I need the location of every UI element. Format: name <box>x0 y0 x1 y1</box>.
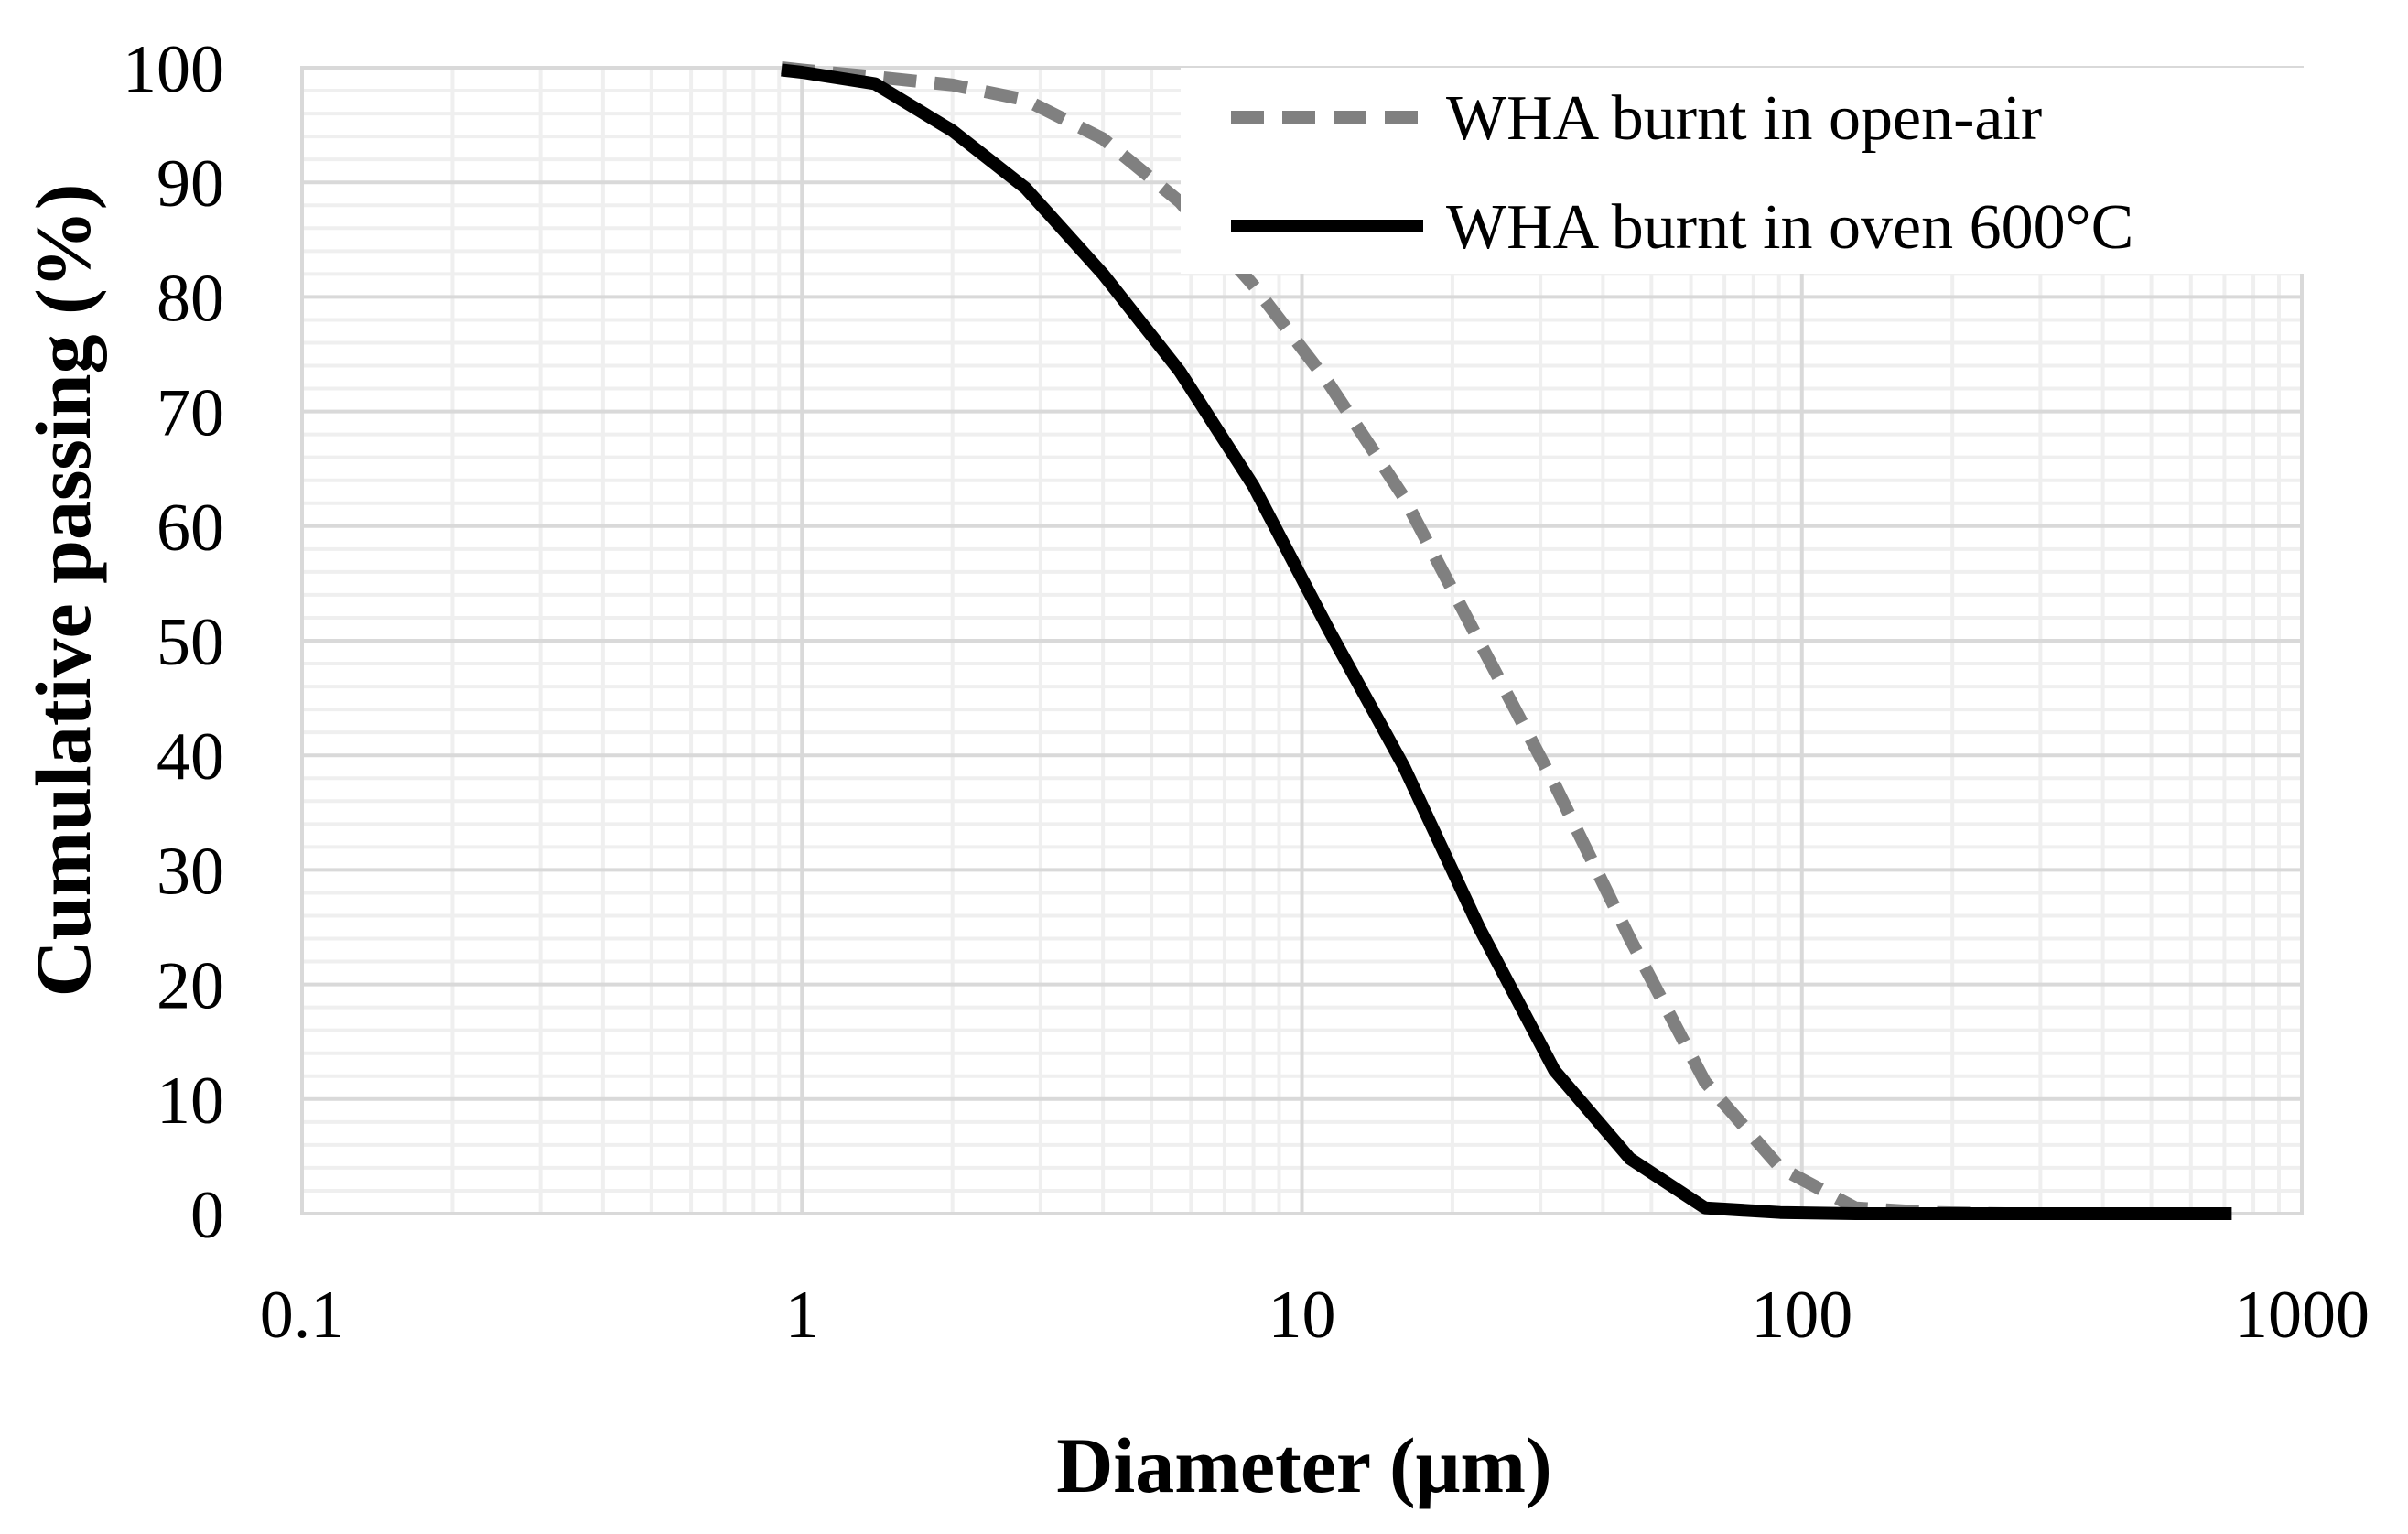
x-tick-label: 10 <box>1269 1278 1336 1353</box>
x-tick-label: 100 <box>1751 1278 1852 1353</box>
legend-label-open-air: WHA burnt in open-air <box>1446 83 2042 154</box>
major-grid <box>300 66 2304 1215</box>
legend: WHA burnt in open-air WHA burnt in oven … <box>1181 68 2305 274</box>
y-tick-label: 30 <box>157 834 224 909</box>
y-tick-label: 0 <box>190 1178 224 1253</box>
legend-label-oven: WHA burnt in oven 600°C <box>1446 192 2133 263</box>
y-axis-title: Cumulative passing (%) <box>19 184 107 998</box>
x-tick-label: 1000 <box>2234 1278 2370 1353</box>
series-layer <box>781 61 2232 1220</box>
x-tick-label: 0.1 <box>260 1278 345 1353</box>
y-tick-label: 20 <box>157 949 224 1024</box>
y-tick-label: 100 <box>123 32 224 107</box>
y-tick-label: 60 <box>157 491 224 566</box>
y-tick-label: 10 <box>157 1064 224 1139</box>
legend-box <box>1181 68 2305 274</box>
y-tick-labels: 0 10 20 30 40 50 60 70 80 90 100 <box>123 32 224 1253</box>
y-tick-label: 90 <box>157 146 224 221</box>
y-tick-label: 80 <box>157 261 224 336</box>
y-tick-label: 70 <box>157 376 224 451</box>
y-tick-label: 40 <box>157 719 224 794</box>
x-tick-labels: 0.1 1 10 100 1000 <box>260 1278 2370 1353</box>
x-axis-title: Diameter (μm) <box>1056 1421 1551 1509</box>
series-line-oven <box>781 63 2232 1220</box>
x-tick-label: 1 <box>785 1278 819 1353</box>
y-tick-label: 50 <box>157 605 224 680</box>
